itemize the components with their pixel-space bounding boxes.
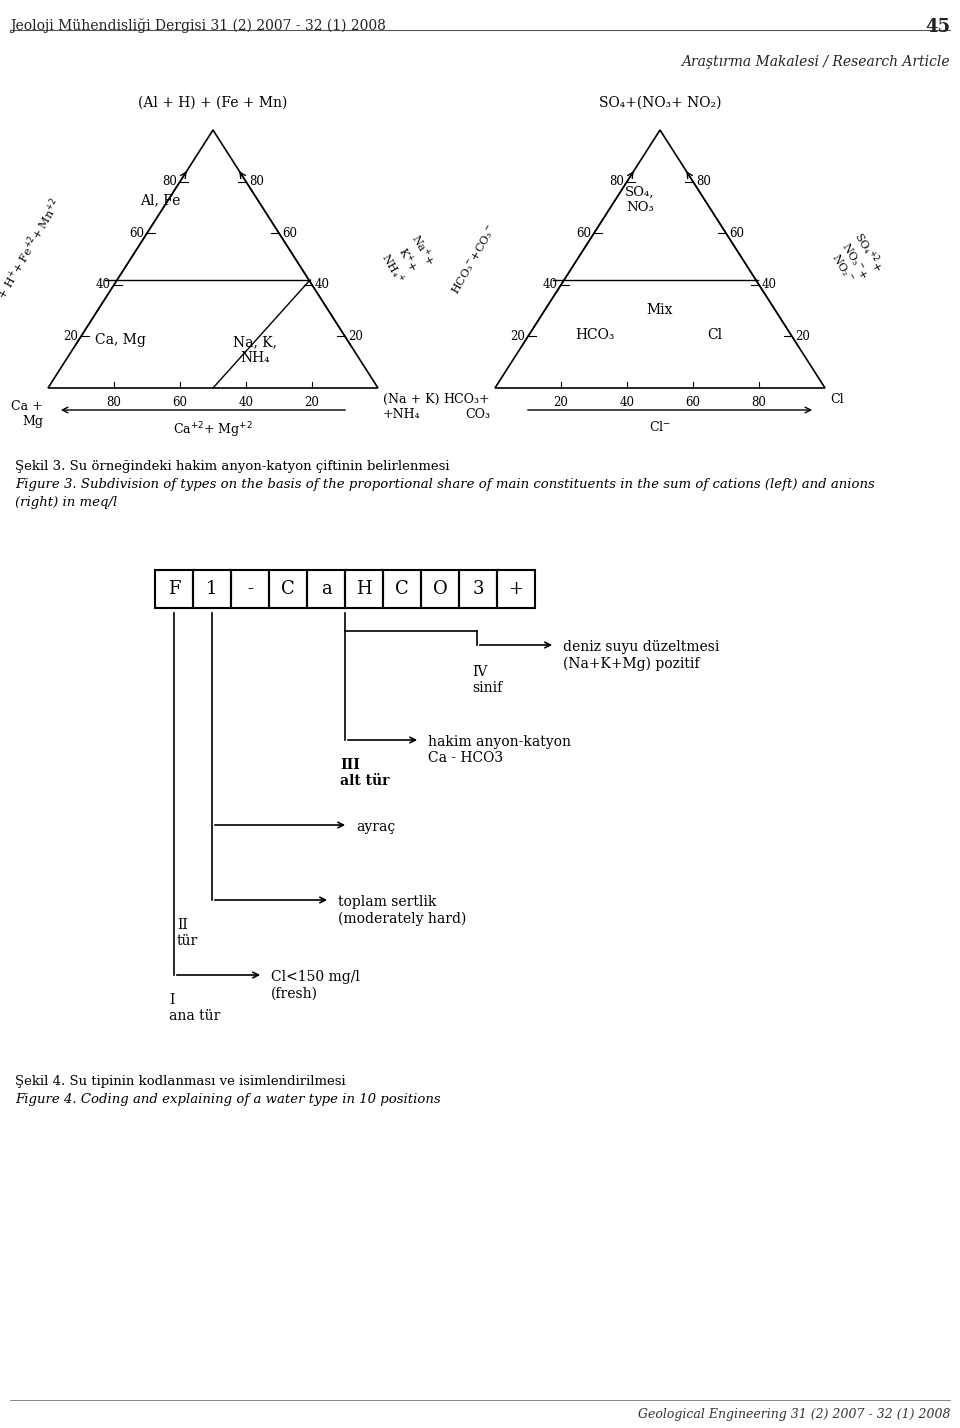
Bar — [269, 570, 307, 608]
Text: Cl$^{-}$: Cl$^{-}$ — [649, 420, 671, 434]
Text: F: F — [168, 580, 180, 598]
Text: 80: 80 — [752, 396, 766, 408]
Text: 60: 60 — [173, 396, 187, 408]
Text: 80: 80 — [162, 176, 177, 188]
Text: 20: 20 — [348, 330, 363, 343]
Text: SO₄$^{+2}$+
NO₃$^{-}$+
NO₂$^{-}$: SO₄$^{+2}$+ NO₃$^{-}$+ NO₂$^{-}$ — [827, 228, 887, 288]
Text: 80: 80 — [610, 176, 624, 188]
Text: Na, K,
NH₄: Na, K, NH₄ — [233, 336, 277, 366]
Text: HCO₃$^{-}$+CO₃$^{-}$: HCO₃$^{-}$+CO₃$^{-}$ — [448, 223, 497, 296]
Text: (Na + K)
+NH₄: (Na + K) +NH₄ — [383, 393, 440, 421]
Text: (right) in meq/l: (right) in meq/l — [15, 496, 117, 508]
Text: 40: 40 — [238, 396, 253, 408]
Text: Figure 4. Coding and explaining of a water type in 10 positions: Figure 4. Coding and explaining of a wat… — [15, 1092, 441, 1107]
Text: 20: 20 — [304, 396, 320, 408]
Bar — [497, 570, 535, 608]
Text: 40: 40 — [543, 278, 558, 291]
Text: (Al + H) + (Fe + Mn): (Al + H) + (Fe + Mn) — [138, 96, 288, 110]
Text: O: O — [433, 580, 447, 598]
Text: III
alt tür: III alt tür — [340, 758, 390, 788]
Text: Na$^{+}$+
K$^{+}$+
NH₄$^{+}$: Na$^{+}$+ K$^{+}$+ NH₄$^{+}$ — [377, 231, 439, 286]
Bar — [345, 570, 383, 608]
Text: 60: 60 — [576, 227, 591, 240]
Text: II
tür: II tür — [177, 918, 199, 948]
Bar — [193, 570, 231, 608]
Text: 80: 80 — [107, 396, 121, 408]
Text: Ca, Mg: Ca, Mg — [95, 333, 145, 347]
Text: Şekil 4. Su tipinin kodlanması ve isimlendirilmesi: Şekil 4. Su tipinin kodlanması ve isimle… — [15, 1075, 346, 1088]
Text: 40: 40 — [762, 278, 777, 291]
Bar — [231, 570, 269, 608]
Text: Ca +
Mg: Ca + Mg — [12, 400, 43, 428]
Text: 40: 40 — [315, 278, 330, 291]
Text: 20: 20 — [795, 330, 810, 343]
Text: 40: 40 — [619, 396, 635, 408]
Text: Şekil 3. Su örneğindeki hakim anyon-katyon çiftinin belirlenmesi: Şekil 3. Su örneğindeki hakim anyon-katy… — [15, 460, 449, 473]
Text: IV
sinif: IV sinif — [472, 665, 502, 695]
Text: 3: 3 — [472, 580, 484, 598]
Text: C: C — [281, 580, 295, 598]
Text: Al$^{+3}$+ H$^{+}$+ Fe$^{+2}$+ Mn$^{+2}$: Al$^{+3}$+ H$^{+}$+ Fe$^{+2}$+ Mn$^{+2}$ — [0, 196, 64, 323]
Text: deniz suyu düzeltmesi
(Na+K+Mg) pozitif: deniz suyu düzeltmesi (Na+K+Mg) pozitif — [563, 640, 719, 671]
Text: +: + — [509, 580, 523, 598]
Text: 1: 1 — [206, 580, 218, 598]
Text: Araştırma Makalesi / Research Article: Araştırma Makalesi / Research Article — [682, 56, 950, 69]
Text: Cl: Cl — [830, 393, 844, 406]
Text: 60: 60 — [282, 227, 297, 240]
Text: HCO₃: HCO₃ — [575, 328, 614, 341]
Text: Mix: Mix — [647, 303, 673, 317]
Bar — [307, 570, 345, 608]
Text: Jeoloji Mühendisliği Dergisi 31 (2) 2007 - 32 (1) 2008: Jeoloji Mühendisliği Dergisi 31 (2) 2007… — [10, 19, 386, 33]
Text: 20: 20 — [63, 330, 78, 343]
Text: 45: 45 — [924, 19, 950, 36]
Text: 80: 80 — [696, 176, 710, 188]
Text: 60: 60 — [129, 227, 144, 240]
Text: Al, Fe: Al, Fe — [140, 193, 180, 207]
Text: a: a — [321, 580, 331, 598]
Text: Cl: Cl — [708, 328, 723, 341]
Text: -: - — [247, 580, 253, 598]
Text: Ca$^{+2}$+ Mg$^{+2}$: Ca$^{+2}$+ Mg$^{+2}$ — [173, 420, 252, 440]
Bar — [421, 570, 459, 608]
Text: ayraç: ayraç — [356, 820, 396, 834]
Bar — [459, 570, 497, 608]
Text: toplam sertlik
(moderately hard): toplam sertlik (moderately hard) — [338, 895, 467, 925]
Text: 60: 60 — [729, 227, 744, 240]
Text: hakim anyon-katyon
Ca - HCO3: hakim anyon-katyon Ca - HCO3 — [428, 735, 571, 765]
Text: Geological Engineering 31 (2) 2007 - 32 (1) 2008: Geological Engineering 31 (2) 2007 - 32 … — [637, 1408, 950, 1421]
Text: C: C — [396, 580, 409, 598]
Text: 40: 40 — [96, 278, 111, 291]
Text: H: H — [356, 580, 372, 598]
Text: SO₄+(NO₃+ NO₂): SO₄+(NO₃+ NO₂) — [599, 96, 721, 110]
Text: 80: 80 — [249, 176, 264, 188]
Text: 20: 20 — [510, 330, 525, 343]
Text: HCO₃+
CO₃: HCO₃+ CO₃ — [444, 393, 490, 421]
Text: SO₄,
NO₃: SO₄, NO₃ — [625, 186, 655, 214]
Text: 60: 60 — [685, 396, 701, 408]
Text: 20: 20 — [554, 396, 568, 408]
Text: I
ana tür: I ana tür — [169, 992, 221, 1024]
Text: Figure 3. Subdivision of types on the basis of the proportional share of main co: Figure 3. Subdivision of types on the ba… — [15, 478, 875, 491]
Bar — [155, 570, 193, 608]
Bar — [383, 570, 421, 608]
Text: Cl<150 mg/l
(fresh): Cl<150 mg/l (fresh) — [271, 970, 360, 1000]
